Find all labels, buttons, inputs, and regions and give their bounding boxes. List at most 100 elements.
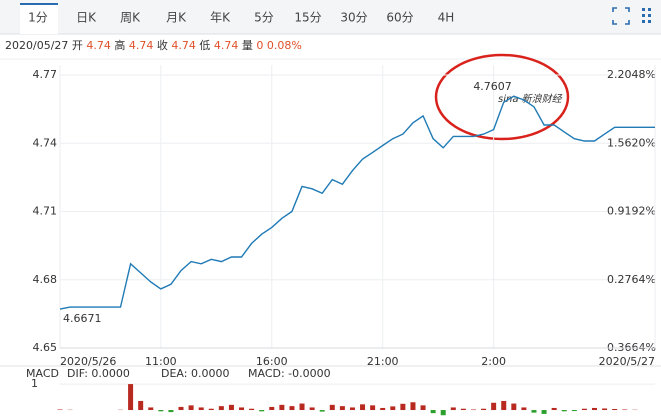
macd-bar [329,404,335,411]
info-value: 4.74 [86,39,111,52]
tab[interactable]: 周K [120,11,141,25]
macd-bar [561,410,567,412]
macd-bar [198,407,204,411]
info-label: 低 [199,39,210,52]
fullscreen-icon[interactable] [612,7,630,25]
tab[interactable]: 年K [210,11,231,25]
y-tick-label: 4.77 [33,68,58,81]
price-line [59,95,655,310]
macd-title: MACD [26,367,59,380]
macd-bar [470,409,476,411]
macd-bar [481,408,487,411]
macd-legend: DEA: 0.0000 [161,367,229,380]
macd-bar [622,409,628,411]
macd-bar [450,407,456,411]
tab[interactable]: 15分 [294,11,321,25]
macd-bar [249,408,255,411]
y2-tick-label: 1.5620% [607,136,656,149]
macd-bar [521,407,527,411]
tab[interactable]: 月K [166,11,187,25]
macd-legend: MACD: -0.0000 [248,367,331,380]
info-change: 0.08% [267,39,302,52]
macd-bar [531,410,537,413]
y-tick-label: 4.71 [33,205,58,218]
menu-icon[interactable] [642,8,651,23]
tab[interactable]: 60分 [386,11,413,25]
macd-y-tick-label: 1 [31,377,38,390]
max-label: 4.7607 [473,80,512,93]
info-value: 4.74 [129,39,154,52]
macd-bar [259,410,265,412]
x-tick-label: 2020/5/26 [60,355,116,368]
info-label: 高 [114,38,125,52]
macd-bar [158,410,164,412]
macd-bar [178,406,184,411]
macd-bar [289,406,295,411]
macd-bar [57,409,63,411]
macd-bar [581,408,587,411]
info-line: 2020/05/27 开 4.74 高 4.74 收 4.74 低 4.74 量… [5,38,302,52]
y-tick-label: 4.74 [33,136,58,149]
highlight-ellipse [434,53,570,141]
macd-bar [349,407,355,411]
y-tick-label: 4.65 [33,341,58,354]
macd-bar [571,410,577,412]
y2-tick-label: 2.2048% [607,68,656,81]
x-tick-label: 16:00 [256,355,288,368]
tab-bar [0,0,661,34]
x-tick-label: 2020/5/27 [599,355,655,368]
macd-bar [208,408,214,411]
info-value: 0 [256,39,263,52]
macd-bar [420,405,426,411]
macd-bar [128,384,134,411]
macd-bar [541,410,547,414]
info-label: 开 [72,39,83,52]
macd-bar [218,406,224,411]
x-tick-label: 11:00 [145,355,177,368]
macd-bar [430,410,436,414]
y2-tick-label: 0.9192% [607,205,656,218]
macd-bar [370,405,376,411]
tab[interactable]: 1分 [28,11,48,25]
tab[interactable]: 30分 [340,11,367,25]
tab-selected[interactable] [20,4,58,34]
y-tick-label: 4.68 [33,273,58,286]
macd-bar [138,400,144,411]
tab[interactable]: 5分 [254,11,274,25]
macd-bar [269,406,275,411]
info-label: 量 [242,39,253,52]
macd-bar [380,407,386,411]
macd-bar [148,407,154,411]
macd-bar [501,400,507,411]
macd-bar [591,407,597,411]
macd-bar [228,404,234,411]
info-value: 4.74 [171,39,196,52]
macd-bar [279,404,285,411]
macd-legend: DIF: 0.0000 [67,367,130,380]
x-tick-label: 2:00 [481,355,506,368]
info-date: 2020/05/27 [5,39,68,52]
macd-bar [491,402,497,411]
min-label: 4.6671 [63,312,102,325]
macd-bar [400,403,406,411]
macd-bar [612,408,618,411]
tab[interactable]: 日K [76,11,97,25]
macd-bar [390,406,396,411]
macd-bar [360,404,366,411]
macd-bar [319,410,325,412]
macd-bar [339,406,345,411]
macd-bar [440,410,446,416]
macd-bar [168,410,174,413]
x-tick-label: 21:00 [367,355,399,368]
info-label: 收 [157,38,168,52]
macd-bar [309,407,315,411]
y2-tick-label: 0.2764% [607,273,656,286]
macd-bar [551,407,557,411]
macd-bar [511,403,517,411]
tab[interactable]: 4H [438,11,455,25]
macd-bar [239,407,245,411]
macd-bar [410,402,416,411]
macd-bar [460,408,466,411]
